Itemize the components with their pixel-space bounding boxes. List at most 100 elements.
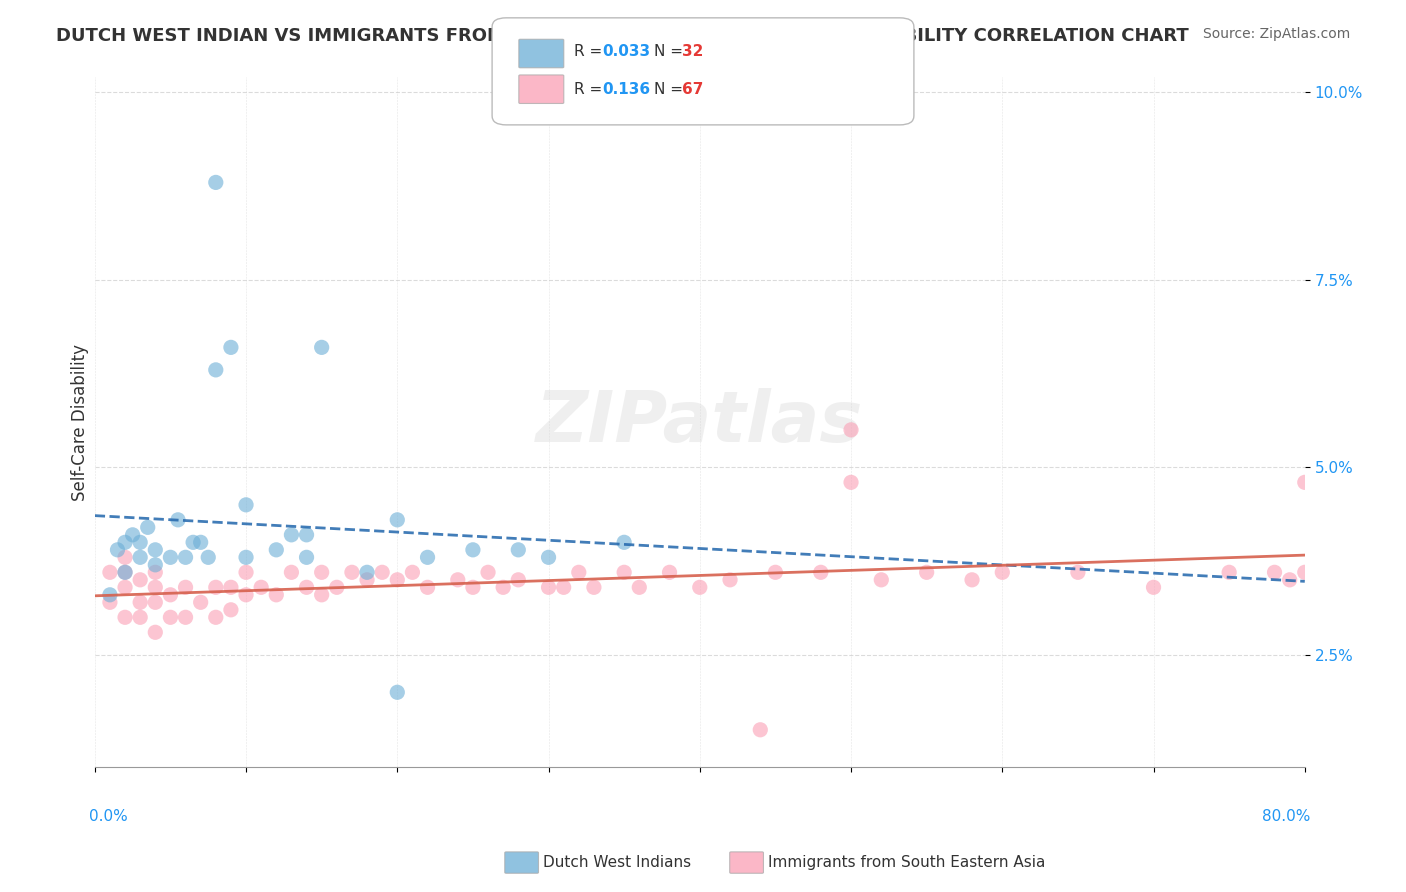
Point [447,573,470,587]
Point [537,580,560,594]
Point [1278,573,1301,587]
Point [295,580,318,594]
Point [295,550,318,565]
Point [114,535,136,549]
Point [553,580,575,594]
Text: 80.0%: 80.0% [1263,809,1310,823]
Point [235,498,257,512]
Point [870,573,893,587]
Point [174,550,197,565]
Point [143,558,166,572]
Point [280,528,302,542]
Point [159,588,181,602]
Point [219,340,242,354]
Text: DUTCH WEST INDIAN VS IMMIGRANTS FROM SOUTH EASTERN ASIA SELF-CARE DISABILITY COR: DUTCH WEST INDIAN VS IMMIGRANTS FROM SOU… [56,27,1189,45]
Point [387,573,409,587]
Point [143,595,166,609]
Point [129,550,152,565]
Point [181,535,204,549]
Point [340,566,363,580]
Point [280,566,302,580]
Point [204,610,226,624]
Point [159,550,181,565]
Point [174,580,197,594]
Point [508,542,530,557]
Point [371,566,394,580]
Point [136,520,159,534]
Text: R =: R = [574,82,607,96]
Point [839,423,862,437]
Text: R =: R = [574,45,607,59]
Point [915,566,938,580]
Point [810,566,832,580]
Point [204,176,226,190]
Point [689,580,711,594]
Point [749,723,772,737]
Point [356,573,378,587]
Point [121,528,143,542]
Point [98,566,121,580]
Point [1294,566,1316,580]
Point [1067,566,1090,580]
Point [311,340,333,354]
Point [129,595,152,609]
Point [114,610,136,624]
Point [477,566,499,580]
Point [250,580,273,594]
Point [461,542,484,557]
Point [387,513,409,527]
Text: N =: N = [654,45,688,59]
Point [537,550,560,565]
Point [204,363,226,377]
Point [416,580,439,594]
Point [174,610,197,624]
Point [129,573,152,587]
Point [98,595,121,609]
Point [114,550,136,565]
Point [311,566,333,580]
Point [628,580,651,594]
Point [235,588,257,602]
Text: Immigrants from South Eastern Asia: Immigrants from South Eastern Asia [768,855,1045,870]
Text: 67: 67 [682,82,703,96]
Point [266,542,288,557]
Point [508,573,530,587]
Point [197,550,219,565]
Point [190,595,212,609]
Point [114,566,136,580]
Point [356,566,378,580]
Point [326,580,349,594]
Point [219,580,242,594]
Point [295,528,318,542]
Point [311,588,333,602]
Text: ZIPatlas: ZIPatlas [536,388,863,457]
Text: Dutch West Indians: Dutch West Indians [543,855,690,870]
Point [568,566,591,580]
Point [114,580,136,594]
Text: 0.033: 0.033 [602,45,650,59]
Point [613,535,636,549]
Y-axis label: Self-Care Disability: Self-Care Disability [72,343,89,500]
Point [492,580,515,594]
Point [839,475,862,490]
Text: Source: ZipAtlas.com: Source: ZipAtlas.com [1202,27,1350,41]
Point [582,580,605,594]
Point [991,566,1014,580]
Point [98,588,121,602]
Point [219,603,242,617]
Point [718,573,741,587]
Point [190,535,212,549]
Point [387,685,409,699]
Point [416,550,439,565]
Point [266,588,288,602]
Point [143,566,166,580]
Point [129,610,152,624]
Text: N =: N = [654,82,688,96]
Point [1142,580,1164,594]
Point [143,542,166,557]
Point [204,580,226,594]
Point [1263,566,1285,580]
Point [613,566,636,580]
Point [960,573,983,587]
Point [107,542,129,557]
